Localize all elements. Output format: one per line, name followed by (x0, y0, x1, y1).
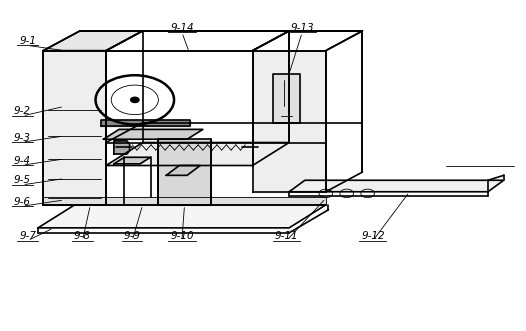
Polygon shape (43, 31, 143, 51)
Text: 9-6: 9-6 (14, 197, 31, 207)
Polygon shape (158, 139, 211, 205)
Text: 9-2: 9-2 (14, 106, 31, 116)
Polygon shape (106, 143, 289, 166)
Polygon shape (166, 166, 200, 175)
Circle shape (130, 97, 139, 103)
Polygon shape (252, 51, 326, 192)
Text: 9-4: 9-4 (14, 156, 31, 166)
Polygon shape (43, 51, 106, 205)
Polygon shape (114, 141, 129, 154)
Text: 9-1: 9-1 (19, 36, 36, 46)
Polygon shape (274, 73, 300, 123)
Text: 9-11: 9-11 (275, 231, 298, 241)
Text: 9-14: 9-14 (170, 23, 194, 33)
Polygon shape (114, 157, 150, 164)
Polygon shape (289, 180, 504, 192)
Polygon shape (43, 197, 326, 205)
Text: 9-3: 9-3 (14, 133, 31, 143)
Text: 9-10: 9-10 (170, 231, 194, 241)
Text: 9-5: 9-5 (14, 175, 31, 185)
Polygon shape (38, 205, 326, 228)
Text: 9-8: 9-8 (74, 231, 91, 241)
Text: 9-7: 9-7 (19, 231, 36, 241)
Polygon shape (104, 129, 203, 139)
Text: 9-12: 9-12 (361, 231, 385, 241)
Polygon shape (101, 119, 190, 126)
Text: 9-13: 9-13 (290, 23, 314, 33)
Text: 9-9: 9-9 (124, 231, 140, 241)
